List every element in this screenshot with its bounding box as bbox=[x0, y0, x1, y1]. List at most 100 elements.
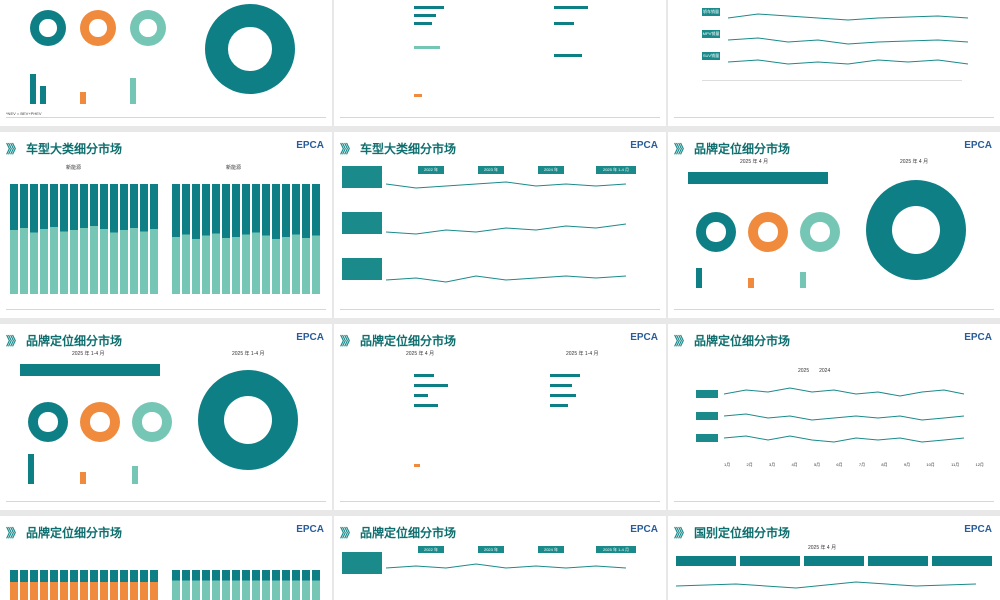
slide-row3-3[interactable]: 》》 品牌定位细分市场 EPCA 2025 2024 1月 2月 3月 4月 5… bbox=[668, 324, 1000, 510]
bar bbox=[40, 86, 46, 104]
slide-title: 车型大类细分市场 bbox=[360, 141, 457, 156]
summary-strip bbox=[676, 556, 992, 566]
epca-logo: EPCA bbox=[296, 140, 324, 151]
year-text: 2023 年 bbox=[483, 167, 498, 172]
label-box: MPV销量 bbox=[702, 30, 720, 38]
slide-title: 品牌定位细分市场 bbox=[26, 525, 123, 540]
large-donut-chart bbox=[198, 370, 298, 470]
donut-chart bbox=[132, 402, 172, 442]
slide-row3-1[interactable]: 》》 品牌定位细分市场 EPCA 2025 年 1-4 月 2025 年 1-4… bbox=[0, 324, 332, 510]
title-row: 》》 车型大类细分市场 bbox=[6, 138, 122, 158]
slide-row3-2[interactable]: 》》 品牌定位细分市场 EPCA 2025 年 4 月 2025 年 1-4 月 bbox=[334, 324, 666, 510]
month-label: 12月 bbox=[975, 462, 984, 467]
year-text: 2025 年 1-4 月 bbox=[602, 546, 629, 552]
slide-row2-3[interactable]: 》》 品牌定位细分市场 EPCA 2025 年 4 月 2025 年 4 月 bbox=[668, 132, 1000, 318]
month-label: 9月 bbox=[903, 462, 911, 467]
chevron-icon: 》》 bbox=[6, 333, 22, 348]
subtitle-right: 2025 年 4 月 bbox=[900, 159, 929, 165]
panel-label bbox=[696, 390, 718, 398]
table-bar bbox=[550, 374, 580, 377]
chevron-icon: 》》 bbox=[674, 525, 690, 540]
year-label: 2025 年 1-4 月 bbox=[596, 546, 636, 553]
slide-title: 品牌定位细分市场 bbox=[360, 333, 457, 348]
trend-lines bbox=[728, 13, 969, 65]
footer bbox=[340, 117, 660, 124]
year-label: 2025 年 1-4 月 bbox=[596, 166, 636, 174]
summary-strip bbox=[20, 364, 160, 376]
slide-row2-2[interactable]: 》》 车型大类细分市场 EPCA 2022 年 2023 年 2024 年 20… bbox=[334, 132, 666, 318]
epca-logo: EPCA bbox=[964, 332, 992, 343]
slide-row4-1[interactable]: 》》 品牌定位细分市场 EPCA bbox=[0, 516, 332, 600]
slide-row1-1[interactable]: *NEV = BEV+PHEV bbox=[0, 0, 332, 126]
slide-title: 品牌定位细分市场 bbox=[360, 525, 457, 540]
stacked-bar-chart-right bbox=[172, 570, 322, 600]
slide-row1-2[interactable] bbox=[334, 0, 666, 126]
epca-logo: EPCA bbox=[964, 140, 992, 151]
year-label: 2022 年 bbox=[418, 546, 444, 553]
chevron-icon: 》》 bbox=[340, 525, 356, 540]
table-bar bbox=[550, 394, 576, 397]
label-box: SUV销量 bbox=[702, 52, 720, 60]
chart-title-left: 新能源 bbox=[66, 165, 82, 171]
donut-chart bbox=[30, 10, 66, 46]
year-label: 2023 年 bbox=[478, 546, 504, 553]
chevron-icon: 》》 bbox=[6, 525, 22, 540]
slide-row4-3[interactable]: 》》 国别定位细分市场 EPCA 2025 年 4 月 bbox=[668, 516, 1000, 600]
slide-row1-3[interactable]: 轿车销量 MPV销量 SUV销量 bbox=[668, 0, 1000, 126]
table-bar bbox=[554, 54, 582, 57]
slide-title: 品牌定位细分市场 bbox=[26, 333, 123, 348]
footnote: *NEV = BEV+PHEV bbox=[6, 111, 42, 116]
footer bbox=[674, 501, 994, 508]
table-bar bbox=[414, 22, 432, 25]
large-donut-chart bbox=[205, 4, 295, 94]
donut-chart bbox=[800, 212, 840, 252]
title-row: 》》 品牌定位细分市场 bbox=[340, 522, 456, 542]
chevron-icon: 》》 bbox=[340, 141, 356, 156]
bar bbox=[28, 454, 34, 484]
slide-title: 品牌定位细分市场 bbox=[694, 333, 791, 348]
year-text: 2022 年 bbox=[423, 167, 438, 172]
bar bbox=[132, 466, 138, 484]
bar bbox=[80, 472, 86, 484]
panel-label bbox=[696, 412, 718, 420]
subtitle-left: 2025 年 4 月 bbox=[406, 351, 435, 357]
footer bbox=[674, 117, 994, 124]
table-right bbox=[510, 368, 660, 488]
month-label: 8月 bbox=[881, 462, 888, 467]
month-axis: 1月 2月 3月 4月 5月 6月 7月 8月 9月 10月 11月 12月 bbox=[724, 462, 984, 468]
bar bbox=[30, 74, 36, 104]
trend-lines bbox=[386, 181, 627, 283]
footer bbox=[340, 501, 660, 508]
table-bar bbox=[414, 46, 440, 49]
month-label: 7月 bbox=[858, 462, 866, 467]
panel-label bbox=[342, 258, 382, 280]
donut-chart bbox=[80, 402, 120, 442]
epca-logo: EPCA bbox=[296, 332, 324, 343]
summary-strip bbox=[688, 172, 828, 184]
footer bbox=[6, 309, 326, 316]
chevron-icon: 》》 bbox=[6, 141, 22, 156]
table-bar bbox=[414, 464, 420, 467]
mini-trend-lines bbox=[676, 581, 977, 589]
slide-row2-1[interactable]: 》》 车型大类细分市场 EPCA 新能源 新能源 bbox=[0, 132, 332, 318]
month-label: 2月 bbox=[746, 462, 753, 467]
month-label: 11月 bbox=[951, 462, 960, 467]
month-label: 1月 bbox=[724, 462, 731, 467]
subtitle-right: 2025 年 1-4 月 bbox=[232, 351, 265, 357]
month-label: 4月 bbox=[791, 462, 798, 467]
table-bar bbox=[414, 6, 444, 9]
donut-chart bbox=[130, 10, 166, 46]
slide-row4-2[interactable]: 》》 品牌定位细分市场 EPCA 2022 年 2023 年 2024 年 20… bbox=[334, 516, 666, 600]
chevron-icon: 》》 bbox=[340, 333, 356, 348]
bar bbox=[800, 272, 806, 288]
bar bbox=[748, 278, 754, 288]
stacked-bar-chart-right bbox=[172, 184, 322, 294]
title-row: 》》 品牌定位细分市场 bbox=[6, 330, 122, 350]
year-text: 2024 年 bbox=[543, 546, 558, 552]
year-label: 2024 年 bbox=[538, 546, 564, 553]
footer bbox=[340, 309, 660, 316]
table-bar bbox=[414, 394, 428, 397]
title-row: 》》 品牌定位细分市场 bbox=[340, 330, 456, 350]
chevron-icon: 》》 bbox=[674, 141, 690, 156]
year-label: 2023 年 bbox=[478, 166, 504, 174]
